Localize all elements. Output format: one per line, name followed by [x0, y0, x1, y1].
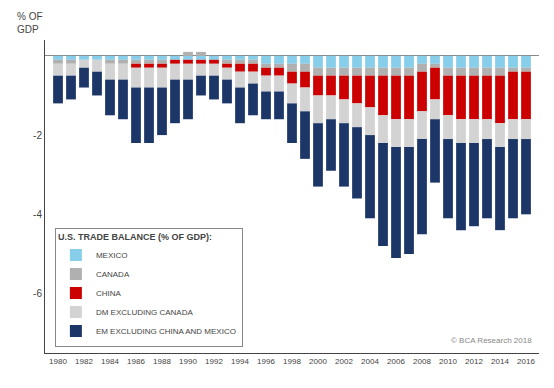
svg-text:MEXICO: MEXICO [96, 251, 128, 260]
svg-text:EM EXCLUDING CHINA AND MEXICO: EM EXCLUDING CHINA AND MEXICO [96, 327, 236, 336]
svg-text:2010: 2010 [439, 357, 457, 366]
svg-text:1988: 1988 [153, 357, 171, 366]
svg-text:U.S. TRADE BALANCE (% OF GDP):: U.S. TRADE BALANCE (% OF GDP): [58, 232, 212, 242]
svg-text:© BCA Research 2018: © BCA Research 2018 [451, 336, 532, 345]
svg-text:1984: 1984 [101, 357, 119, 366]
svg-text:% OFGDP: % OFGDP [17, 11, 43, 35]
svg-text:CANADA: CANADA [96, 270, 130, 279]
svg-text:2000: 2000 [309, 357, 327, 366]
svg-text:1982: 1982 [75, 357, 93, 366]
svg-text:2008: 2008 [413, 357, 431, 366]
svg-text:2014: 2014 [491, 357, 509, 366]
svg-text:1980: 1980 [49, 357, 67, 366]
svg-text:1998: 1998 [283, 357, 301, 366]
svg-text:-6: -6 [33, 288, 42, 299]
svg-text:2012: 2012 [465, 357, 483, 366]
svg-text:1996: 1996 [257, 357, 275, 366]
svg-text:DM EXCLUDING CANADA: DM EXCLUDING CANADA [96, 308, 194, 317]
svg-text:CHINA: CHINA [96, 289, 122, 298]
svg-text:2016: 2016 [517, 357, 535, 366]
svg-text:1992: 1992 [205, 357, 223, 366]
svg-text:1986: 1986 [127, 357, 145, 366]
svg-text:1994: 1994 [231, 357, 249, 366]
svg-text:2002: 2002 [335, 357, 353, 366]
svg-text:-2: -2 [33, 130, 42, 141]
svg-text:1990: 1990 [179, 357, 197, 366]
svg-text:2006: 2006 [387, 357, 405, 366]
svg-text:-4: -4 [33, 209, 42, 220]
svg-text:2004: 2004 [361, 357, 379, 366]
